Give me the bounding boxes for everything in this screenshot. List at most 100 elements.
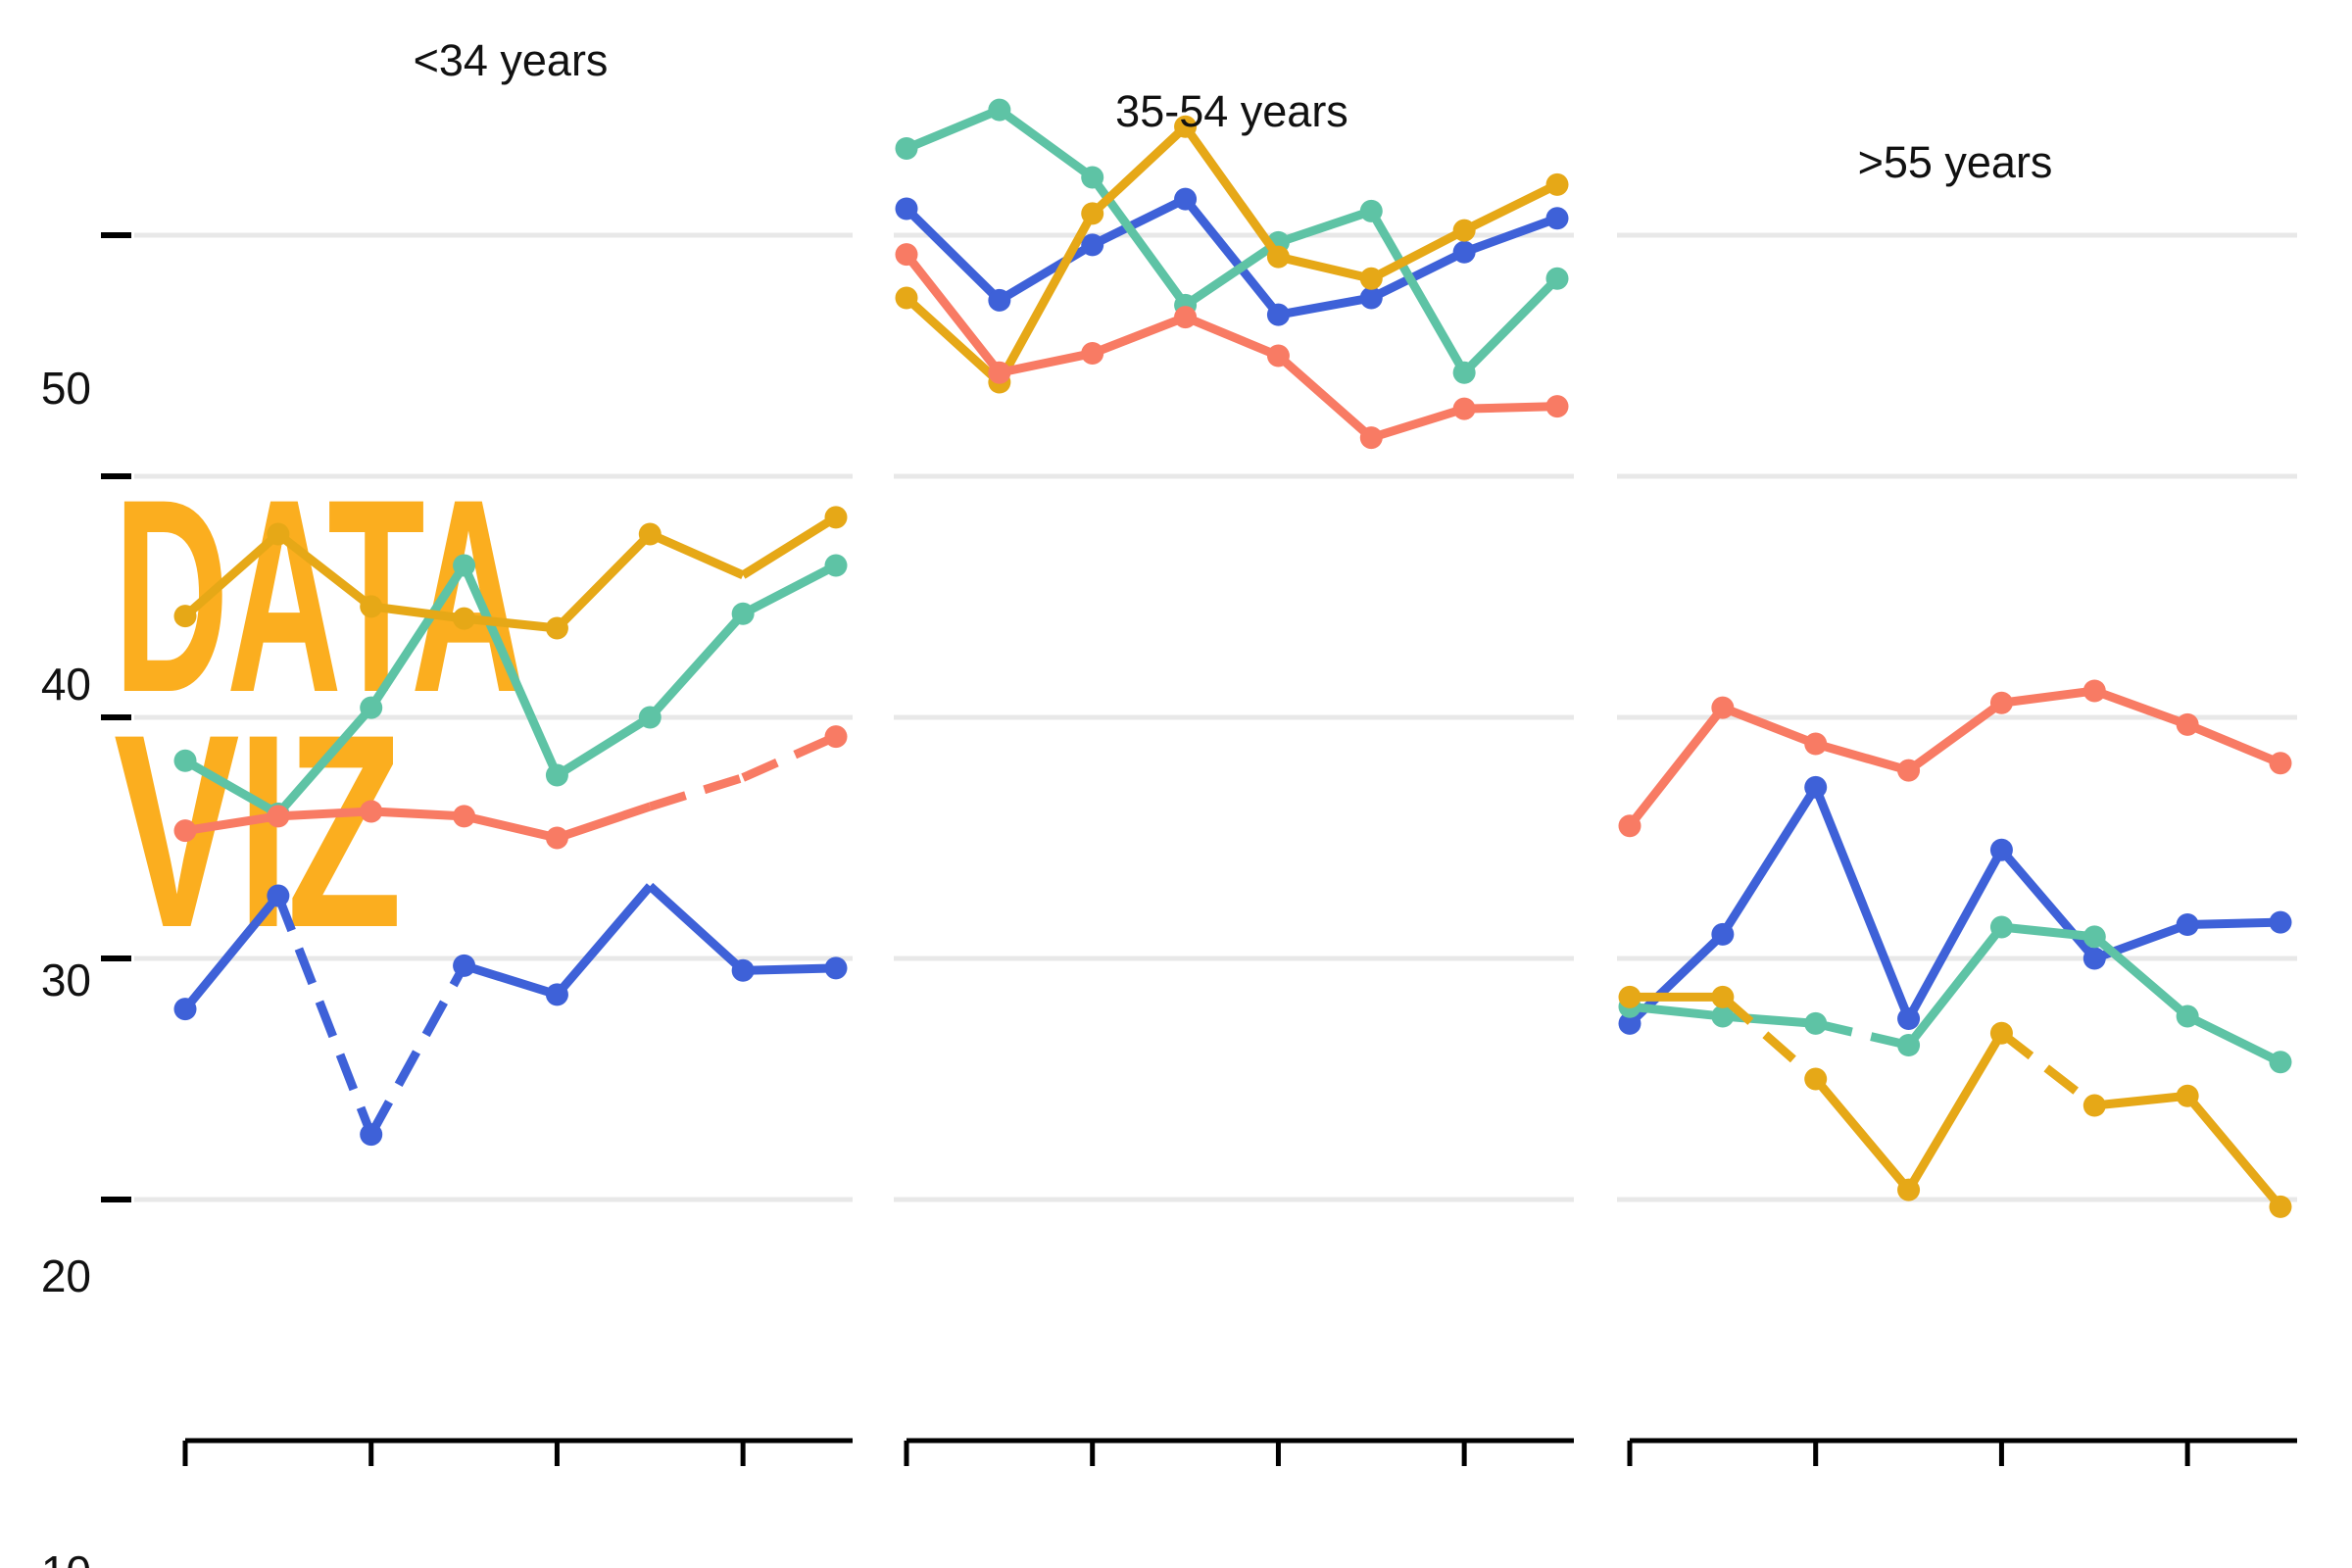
data-point bbox=[1711, 922, 1735, 946]
data-point bbox=[988, 361, 1011, 384]
data-point bbox=[2176, 1084, 2199, 1107]
line-segment bbox=[182, 757, 281, 818]
data-point bbox=[824, 956, 848, 980]
data-point bbox=[1545, 395, 1569, 418]
line-segment bbox=[998, 349, 1094, 377]
line-segment bbox=[182, 530, 281, 620]
data-point bbox=[731, 958, 755, 982]
line-segment bbox=[1277, 252, 1373, 283]
data-point bbox=[2176, 1004, 2199, 1028]
series-red bbox=[895, 243, 1569, 450]
data-point bbox=[545, 826, 568, 850]
data-point bbox=[1359, 426, 1383, 450]
line-segment bbox=[1181, 123, 1283, 260]
data-point bbox=[1081, 166, 1104, 189]
data-point bbox=[1897, 1034, 1921, 1057]
data-point bbox=[1897, 759, 1921, 782]
line-segment bbox=[1367, 209, 1469, 375]
line-segment bbox=[274, 705, 375, 817]
line-segment bbox=[1722, 1011, 1817, 1028]
data-point bbox=[1081, 233, 1104, 257]
data-point bbox=[1452, 219, 1476, 242]
line-segment bbox=[464, 613, 558, 633]
line-segment bbox=[2185, 720, 2282, 767]
series-teal bbox=[173, 554, 848, 825]
line-segment bbox=[1183, 313, 1281, 361]
series-red bbox=[173, 725, 848, 850]
data-point bbox=[2082, 679, 2106, 703]
line-segment bbox=[463, 961, 559, 1000]
y-tick-label: 40 bbox=[40, 659, 91, 710]
series-red bbox=[1618, 679, 2292, 838]
data-point bbox=[824, 725, 848, 749]
data-point bbox=[1081, 342, 1104, 366]
data-point bbox=[1804, 1067, 1828, 1091]
data-point bbox=[1897, 1178, 1921, 1201]
series-teal bbox=[895, 98, 1569, 384]
line-segment bbox=[555, 802, 652, 843]
line-segment bbox=[741, 562, 839, 618]
facet-title-35-54: 35-54 years bbox=[1115, 86, 1348, 136]
data-point bbox=[545, 763, 568, 787]
line-segment bbox=[554, 883, 654, 998]
line-segment bbox=[1091, 313, 1188, 358]
data-point bbox=[173, 605, 197, 628]
data-point bbox=[453, 805, 476, 828]
data-point bbox=[1452, 240, 1476, 264]
data-point bbox=[638, 706, 662, 729]
data-point bbox=[895, 286, 918, 310]
data-point bbox=[895, 136, 918, 160]
data-point bbox=[1804, 732, 1828, 756]
data-point bbox=[1711, 696, 1735, 719]
data-point bbox=[1266, 344, 1290, 368]
line-segment bbox=[743, 963, 837, 975]
data-point bbox=[1174, 187, 1198, 211]
line-segment bbox=[2091, 933, 2191, 1020]
line-segment bbox=[2000, 922, 2095, 942]
data-point bbox=[453, 554, 476, 577]
line-segment bbox=[995, 211, 1097, 385]
facet-title-over-55: >55 years bbox=[1857, 137, 2053, 187]
line-segment bbox=[463, 811, 559, 843]
data-point bbox=[1711, 985, 1735, 1008]
data-point bbox=[1804, 1011, 1828, 1035]
data-point bbox=[1359, 199, 1383, 222]
data-point bbox=[1545, 207, 1569, 230]
series-blue bbox=[173, 882, 848, 1147]
line-segment bbox=[181, 893, 282, 1012]
data-point bbox=[2269, 910, 2292, 934]
line-segment bbox=[1811, 785, 1913, 1021]
y-tick-label: 20 bbox=[40, 1250, 91, 1301]
data-point bbox=[2176, 913, 2199, 937]
line-segment bbox=[1090, 195, 1188, 249]
data-point bbox=[2269, 1195, 2292, 1218]
line-segment bbox=[367, 563, 468, 710]
line-segment bbox=[1905, 699, 2005, 774]
data-point bbox=[2269, 752, 2292, 775]
line-segment bbox=[554, 530, 654, 632]
y-tick bbox=[101, 1197, 131, 1202]
data-point bbox=[360, 1123, 383, 1147]
line-segment bbox=[997, 106, 1096, 181]
line-segment bbox=[1183, 238, 1281, 310]
facet-title-under-34: <34 years bbox=[413, 35, 609, 85]
line-segment bbox=[275, 530, 374, 611]
line-segment bbox=[1462, 180, 1559, 235]
line-segment bbox=[2092, 686, 2189, 729]
data-point bbox=[1804, 775, 1828, 799]
data-point bbox=[1081, 202, 1104, 225]
data-point bbox=[2082, 925, 2106, 949]
data-point bbox=[895, 243, 918, 267]
data-point bbox=[1711, 1004, 1735, 1028]
series-yellow bbox=[1618, 985, 2292, 1218]
line-segment bbox=[740, 513, 839, 579]
data-point bbox=[824, 506, 848, 529]
line-segment bbox=[1629, 1002, 1724, 1021]
data-point bbox=[453, 954, 476, 977]
data-point bbox=[360, 595, 383, 618]
line-segment bbox=[1719, 993, 1819, 1083]
line-segment bbox=[1369, 248, 1467, 302]
data-point bbox=[453, 607, 476, 630]
line-segment bbox=[370, 602, 466, 623]
line-segment bbox=[997, 240, 1096, 305]
